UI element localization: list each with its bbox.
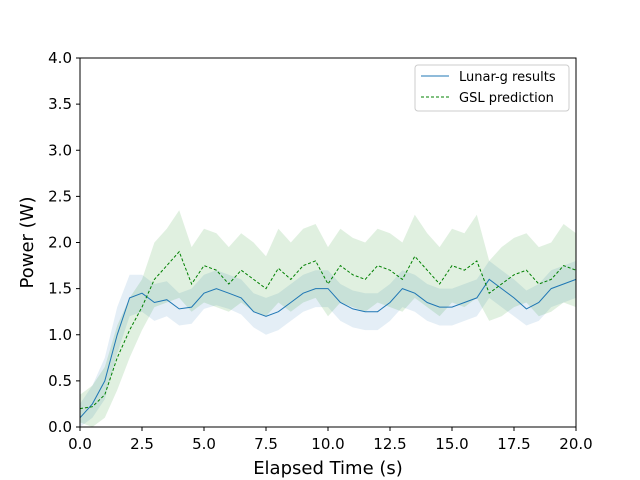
x-tick-label: 0.0 <box>68 435 92 453</box>
y-axis-label: Power (W) <box>17 197 38 289</box>
series-lines <box>79 250 577 419</box>
x-tick-label: 7.5 <box>254 435 278 453</box>
x-tick-label: 10.0 <box>311 435 344 453</box>
legend: Lunar-g results GSL prediction <box>414 64 570 112</box>
band-lunar-g <box>80 260 576 427</box>
legend-label-gsl: GSL prediction <box>459 91 554 106</box>
x-tick-label: 20.0 <box>559 435 592 453</box>
y-tick-label: 2.5 <box>48 187 72 205</box>
x-axis-label: Elapsed Time (s) <box>253 458 403 479</box>
series-line-lunar-g <box>79 278 577 419</box>
x-tick-label: 12.5 <box>373 435 406 453</box>
y-tick-label: 0.5 <box>48 372 72 390</box>
legend-box <box>414 64 570 112</box>
y-tick-label: 4.0 <box>48 49 72 67</box>
x-tick-label: 17.5 <box>497 435 530 453</box>
y-tick-label: 1.5 <box>48 280 72 298</box>
y-tick-label: 0.0 <box>48 418 72 436</box>
x-axis-ticks: 0.0 2.5 5.0 7.5 10.0 12.5 15.0 17.5 20.0 <box>68 427 593 453</box>
y-tick-label: 3.0 <box>48 141 72 159</box>
x-tick-label: 2.5 <box>130 435 154 453</box>
band-gsl <box>80 210 576 427</box>
x-tick-label: 5.0 <box>192 435 216 453</box>
series-line-gsl <box>79 250 577 410</box>
y-tick-label: 1.0 <box>48 326 72 344</box>
x-tick-label: 15.0 <box>435 435 468 453</box>
legend-label-lunar-g: Lunar-g results <box>459 70 556 85</box>
y-tick-label: 2.0 <box>48 234 72 252</box>
y-tick-label: 3.5 <box>48 95 72 113</box>
y-axis-ticks: 0.0 0.5 1.0 1.5 2.0 2.5 3.0 3.5 4.0 <box>48 49 80 436</box>
confidence-bands <box>80 210 576 427</box>
